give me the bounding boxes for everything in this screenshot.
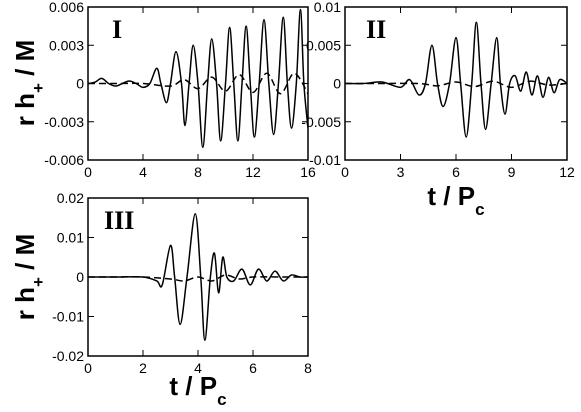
- label-sub: +: [29, 277, 48, 287]
- panel: 0 3 6 9 12 -0.01 -0.005 0 0.005 0.01 II t / Pc: [301, 0, 575, 219]
- plot-frame: [87, 197, 309, 357]
- y-tick-label: -0.005: [301, 114, 341, 130]
- x-tick-label: 0: [84, 164, 92, 180]
- x-tick-label: 0: [84, 360, 92, 376]
- y-tick-label: -0.003: [44, 114, 84, 130]
- y-tick-label: -0.01: [309, 152, 341, 168]
- label-sub: c: [475, 200, 484, 219]
- label-main: r h: [10, 287, 40, 320]
- y-tick-label: 0.005: [306, 37, 341, 53]
- plot-frame: [344, 6, 568, 161]
- axis-label: r h+ / M: [10, 40, 48, 127]
- plot-frame: [87, 6, 309, 161]
- x-tick-label: 2: [139, 360, 147, 376]
- x-tick-label: 12: [559, 164, 575, 180]
- panel-label: I: [112, 15, 122, 44]
- x-tick-label: 4: [139, 164, 147, 180]
- y-tick-label: 0.006: [49, 0, 84, 15]
- label-main: t / P: [169, 371, 217, 401]
- label-main: r h: [10, 93, 40, 126]
- label-sub: +: [29, 83, 48, 93]
- x-tick-label: 3: [397, 164, 405, 180]
- label-sub: c: [217, 390, 226, 409]
- x-tick-label: 16: [300, 164, 316, 180]
- y-tick-label: 0.02: [57, 190, 84, 206]
- y-tick-label: -0.006: [44, 152, 84, 168]
- panel: 0 4 8 12 16 -0.006 -0.003 0 0.003 0.006 Ir h+ / M: [10, 0, 316, 180]
- x-tick-label: 8: [194, 164, 202, 180]
- label-rest: / M: [10, 234, 40, 277]
- y-tick-label: 0.003: [49, 37, 84, 53]
- x-tick-label: 6: [249, 360, 257, 376]
- y-tick-label: 0.01: [57, 230, 84, 246]
- axis-label: r h+ / M: [10, 234, 48, 321]
- panel-label: II: [366, 15, 386, 44]
- series-line: [88, 213, 308, 341]
- y-tick-label: 0: [76, 269, 84, 285]
- x-tick-label: 8: [304, 360, 312, 376]
- y-tick-label: 0.01: [314, 0, 341, 15]
- x-tick-label: 4: [194, 360, 202, 376]
- y-tick-label: 0: [76, 76, 84, 92]
- axis-label: t / Pc: [427, 181, 484, 219]
- x-tick-label: 12: [245, 164, 261, 180]
- series-line: [88, 72, 308, 95]
- series-line: [345, 21, 567, 138]
- panel-label: III: [104, 206, 134, 235]
- y-tick-label: -0.01: [52, 309, 84, 325]
- x-tick-label: 6: [452, 164, 460, 180]
- y-tick-label: -0.02: [52, 348, 84, 364]
- label-rest: / M: [10, 40, 40, 83]
- panel: 0 2 4 6 8 -0.02 -0.01 0 0.01 0.02 III r h+ / M t / P…: [10, 190, 312, 409]
- label-main: t / P: [427, 181, 475, 211]
- y-tick-label: 0: [333, 76, 341, 92]
- series-line: [88, 8, 308, 149]
- axis-label: t / Pc: [169, 371, 226, 409]
- x-tick-label: 9: [508, 164, 516, 180]
- series-line: [88, 274, 308, 282]
- x-tick-label: 0: [341, 164, 349, 180]
